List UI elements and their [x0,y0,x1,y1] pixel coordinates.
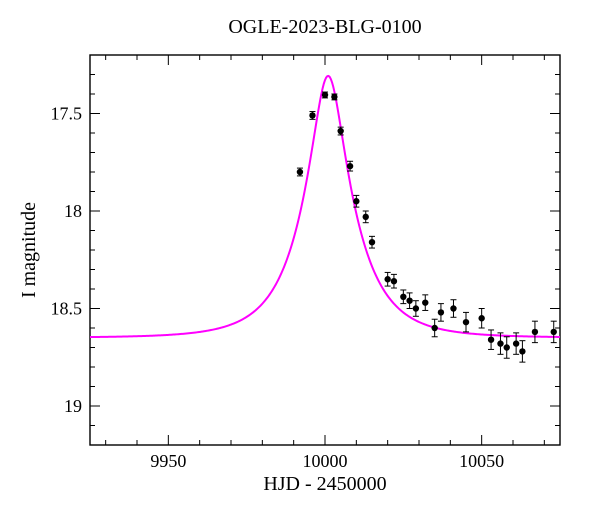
data-point [422,299,428,305]
data-point [413,305,419,311]
y-tick-label: 17.5 [51,104,83,124]
data-point [478,315,484,321]
x-axis-label: HJD - 2450000 [263,473,386,495]
data-point [450,305,456,311]
data-point [353,198,359,204]
y-tick-label: 19 [64,396,82,416]
plot-frame [90,55,560,445]
data-point [488,337,494,343]
data-point [309,112,315,118]
data-point [331,94,337,100]
lightcurve-chart: OGLE-2023-BLG-0100 HJD - 2450000 I magnitu… [0,0,600,512]
x-tick-label: 10050 [459,451,504,471]
data-point [497,340,503,346]
data-point [384,276,390,282]
data-point [369,239,375,245]
data-point [391,278,397,284]
y-tick-label: 18.5 [51,299,83,319]
chart-title: OGLE-2023-BLG-0100 [228,16,421,38]
data-point [297,169,303,175]
data-point [463,319,469,325]
model-curve [90,76,560,337]
data-point [504,344,510,350]
data-point [513,340,519,346]
data-point [347,163,353,169]
data-point [438,309,444,315]
data-layer [90,76,560,362]
data-point [406,298,412,304]
x-tick-label: 9950 [150,451,186,471]
x-tick-label: 10000 [303,451,348,471]
data-point [519,348,525,354]
data-point [337,128,343,134]
data-point [400,294,406,300]
y-tick-label: 18 [64,201,82,221]
data-point [532,329,538,335]
data-point [551,329,557,335]
chart-svg: OGLE-2023-BLG-0100 HJD - 2450000 I magnitu… [0,0,600,512]
data-point [431,325,437,331]
data-point [363,214,369,220]
y-axis-label: I magnitude [18,202,40,298]
data-point [322,92,328,98]
